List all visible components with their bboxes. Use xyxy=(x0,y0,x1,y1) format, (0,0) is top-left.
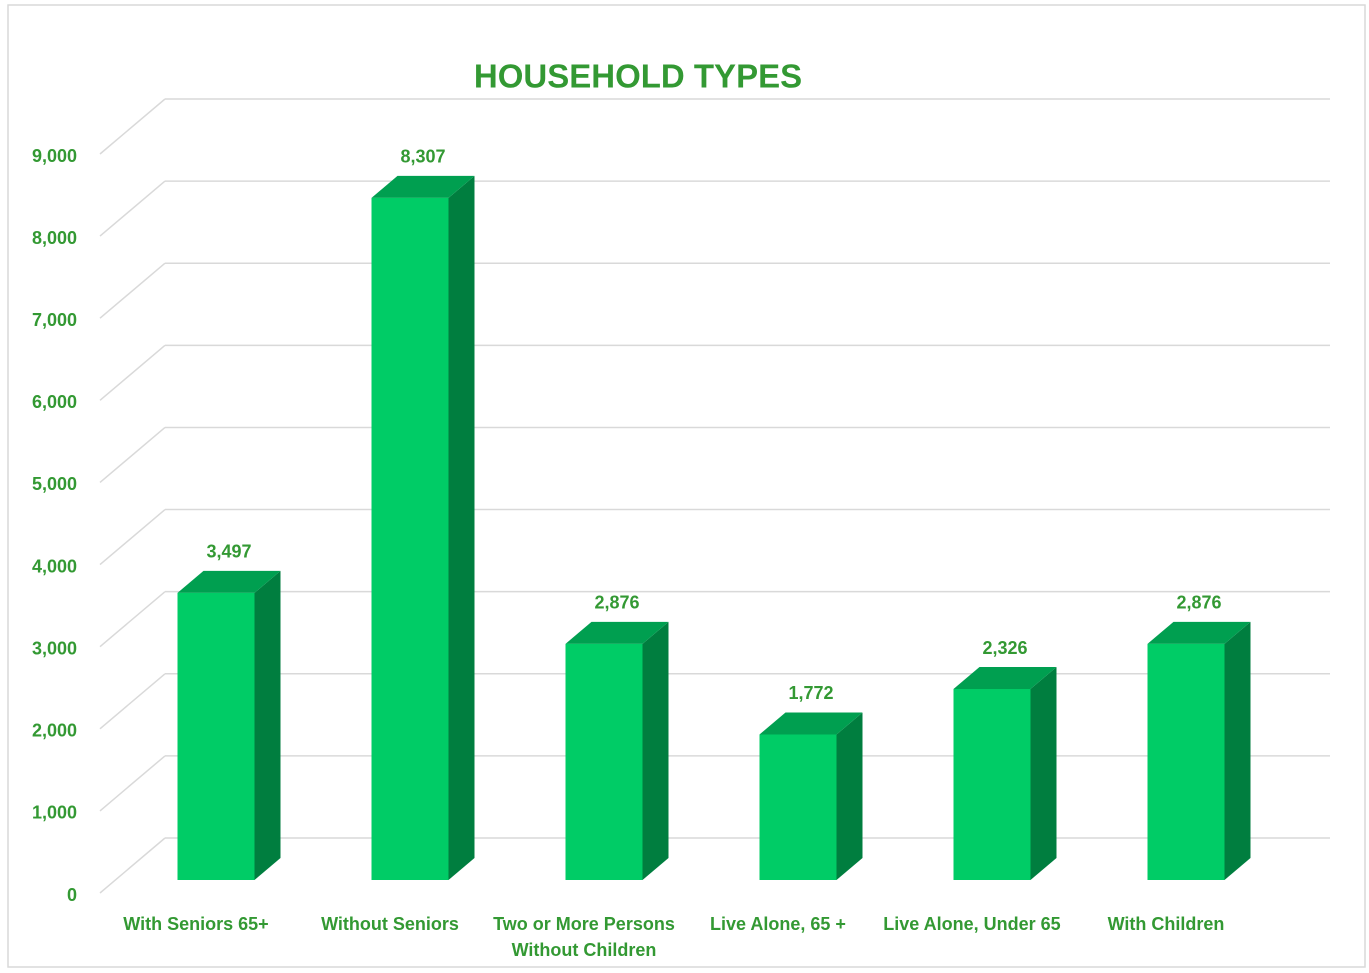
grid-line xyxy=(99,508,166,566)
y-tick-label: 2,000 xyxy=(32,721,77,741)
grid-line xyxy=(99,837,166,894)
bar-front xyxy=(1147,643,1225,880)
bar-side xyxy=(836,712,863,880)
bar xyxy=(1147,621,1251,880)
x-tick-label: Live Alone, 65 + xyxy=(710,914,846,934)
bar-top xyxy=(371,175,475,198)
bar-front xyxy=(759,734,837,880)
bar-top xyxy=(759,712,863,735)
y-tick-label: 5,000 xyxy=(32,474,77,494)
grid-line xyxy=(99,262,166,319)
bar xyxy=(177,570,281,880)
bar-top xyxy=(953,667,1057,690)
y-tick-label: 1,000 xyxy=(32,803,77,823)
grid-line xyxy=(99,426,166,484)
bar-side xyxy=(1224,621,1251,880)
value-label: 8,307 xyxy=(400,147,445,167)
grid-line xyxy=(99,98,166,155)
x-tick-label: Live Alone, Under 65 xyxy=(883,914,1061,934)
bar xyxy=(565,621,669,880)
bar-side xyxy=(1030,667,1057,880)
bar-side xyxy=(448,175,475,880)
value-label: 2,876 xyxy=(1176,593,1221,613)
x-tick-label: Without Seniors xyxy=(321,914,459,934)
y-tick-label: 7,000 xyxy=(32,310,77,330)
chart-title: HOUSEHOLD TYPES xyxy=(474,58,802,95)
y-tick-label: 9,000 xyxy=(32,146,77,166)
bar-front xyxy=(953,689,1031,880)
bar xyxy=(953,667,1057,880)
bar-front xyxy=(177,592,255,880)
x-tick-label: With Children xyxy=(1107,914,1225,934)
grid-line xyxy=(99,591,166,648)
grid-line xyxy=(99,755,166,812)
x-tick-label: Two or More Persons Without Children xyxy=(493,914,675,960)
bar-side xyxy=(642,621,669,880)
bar-top xyxy=(1147,621,1251,644)
y-tick-label: 0 xyxy=(67,885,77,905)
grid-line xyxy=(99,673,166,730)
grid-line xyxy=(99,344,166,401)
y-tick-label: 6,000 xyxy=(32,392,77,412)
value-label: 3,497 xyxy=(206,542,251,562)
y-tick-label: 8,000 xyxy=(32,228,77,248)
x-tick-label: With Seniors 65+ xyxy=(123,914,269,934)
bar-top xyxy=(177,570,281,593)
value-label: 2,876 xyxy=(594,593,639,613)
y-tick-label: 3,000 xyxy=(32,638,77,658)
value-label: 2,326 xyxy=(982,638,1027,658)
value-label: 1,772 xyxy=(788,683,833,703)
bar xyxy=(371,175,475,880)
grid-line xyxy=(99,180,166,237)
chart-border xyxy=(7,4,1366,968)
bar-front xyxy=(371,197,449,880)
bar-side xyxy=(254,570,281,880)
bar-top xyxy=(565,621,669,644)
y-tick-label: 4,000 xyxy=(32,556,77,576)
bar xyxy=(759,712,863,880)
bar-front xyxy=(565,643,643,880)
